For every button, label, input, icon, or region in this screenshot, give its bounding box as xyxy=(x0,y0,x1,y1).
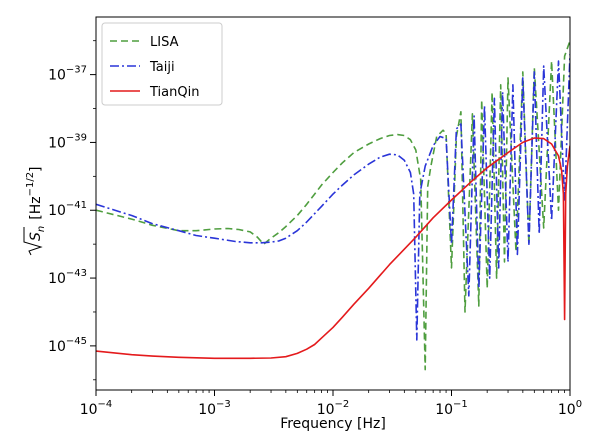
y-label-sub: n xyxy=(36,226,47,232)
legend-label-tianqin: TianQin xyxy=(149,85,199,100)
series-line-taiji xyxy=(96,54,570,341)
y-axis-label: Sn [Hz−1/2] xyxy=(23,166,47,256)
x-tick-label: 100 xyxy=(558,399,582,418)
y-label-unit-exp: −1/2 xyxy=(25,172,36,196)
sqrt-radical xyxy=(23,227,43,256)
series-line-lisa xyxy=(96,40,570,371)
legend-label-taiji: Taiji xyxy=(149,60,175,75)
y-tick-label: 10−41 xyxy=(48,200,87,219)
y-tick-label: 10−37 xyxy=(48,65,87,84)
y-label-base: S xyxy=(28,232,44,241)
x-tick-label: 10−2 xyxy=(317,399,350,418)
y-tick-label: 10−39 xyxy=(48,132,87,151)
x-axis-label: Frequency [Hz] xyxy=(280,416,386,432)
svg-text:Sn[Hz−1/2]: Sn [Hz−1/2] xyxy=(25,166,47,241)
legend-label-lisa: LISA xyxy=(150,35,179,50)
series-line-tianqin xyxy=(96,137,570,360)
y-label-unit-open: [Hz xyxy=(28,196,44,219)
legend-box xyxy=(101,22,223,106)
x-tick-label: 10−3 xyxy=(198,399,231,418)
y-tick-label: 10−43 xyxy=(48,268,87,287)
x-tick-label: 10−4 xyxy=(80,399,113,418)
x-tick-label: 10−1 xyxy=(435,399,468,418)
y-tick-label: 10−45 xyxy=(48,336,87,355)
legend: LISA Taiji TianQin xyxy=(101,22,223,106)
y-label-unit-close: ] xyxy=(28,166,44,171)
